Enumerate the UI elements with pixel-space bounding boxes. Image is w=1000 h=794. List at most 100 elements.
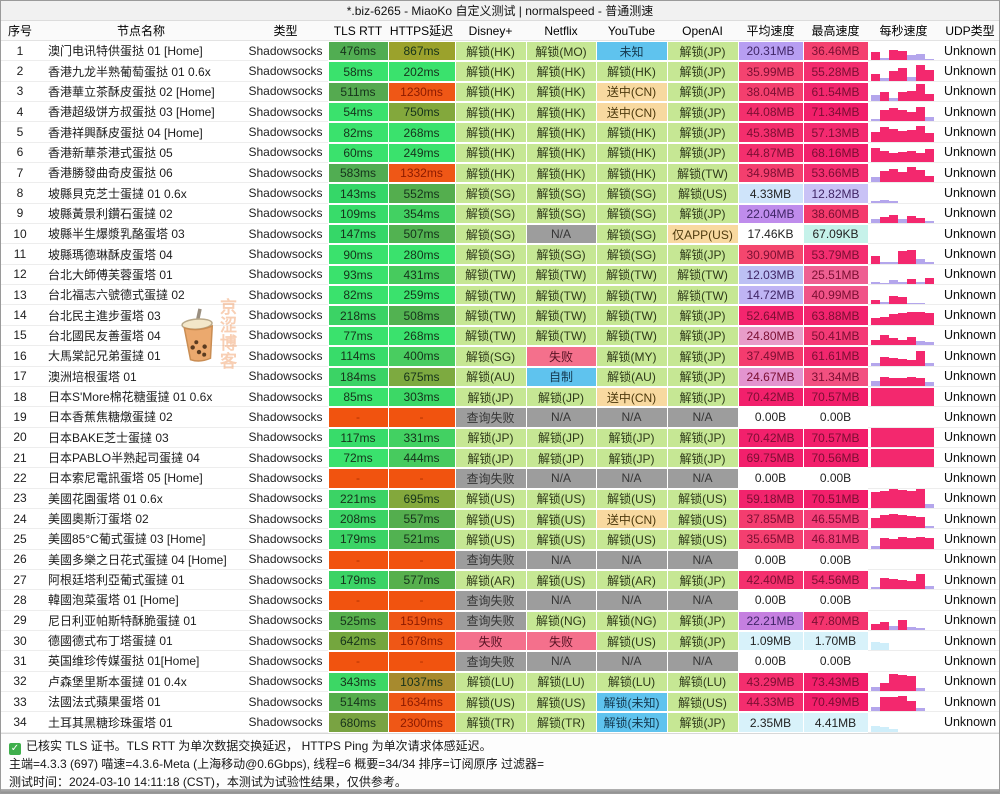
openai-status: 仅APP(US) <box>667 224 738 244</box>
openai-status: 解锁(JP) <box>667 244 738 264</box>
max-speed: 70.57MB <box>803 387 868 407</box>
node-name: 澳门电讯特供蛋挞 01 [Home] <box>39 41 243 62</box>
spark-bar <box>871 518 880 529</box>
netflix-status: 解锁(TW) <box>526 285 596 305</box>
netflix-status: 解锁(US) <box>526 692 596 712</box>
max-speed: 31.34MB <box>803 367 868 387</box>
netflix-status-value: N/A <box>526 550 596 569</box>
table-row: 15 台北國民友善蛋塔 04 Shadowsocks 77ms 268ms 解锁(TW) 解… <box>1 326 999 347</box>
disney-status: 解锁(US) <box>455 529 526 549</box>
spark-bar <box>871 200 880 203</box>
openai-status: 解锁(JP) <box>667 611 738 631</box>
spark-bar <box>889 201 898 203</box>
per-second-speed-sparkline <box>868 712 939 733</box>
max-speed: 61.61MB <box>803 346 868 366</box>
spark-bar <box>925 303 934 305</box>
per-second-speed-sparkline <box>868 651 939 672</box>
openai-status-value: 解锁(JP) <box>667 123 738 142</box>
udp-type: Unknown <box>939 61 999 82</box>
avg-speed: 24.67MB <box>738 367 803 387</box>
per-second-speed-sparkline <box>868 448 939 469</box>
netflix-status-value: N/A <box>526 408 596 427</box>
openai-status-value: 解锁(US) <box>667 184 738 203</box>
spark-bar <box>925 312 934 325</box>
netflix-status: 解锁(SG) <box>526 204 596 224</box>
table-row: 25 美國85°C葡式蛋撻 03 [Home] Shadowsocks 179ms 52… <box>1 529 999 550</box>
avg-speed: 45.38MB <box>738 122 803 142</box>
table-row: 28 韓國泡菜蛋塔 01 [Home] Shadowsocks - - 查询失败 N/A N/… <box>1 590 999 611</box>
avg-speed: 20.31MB <box>738 41 803 61</box>
spark-bar <box>916 259 925 264</box>
openai-status: 解锁(US) <box>667 529 738 549</box>
node-name: 德國德式布丁塔蛋撻 01 <box>39 631 243 652</box>
avg-speed-value: 0.00B <box>738 591 803 610</box>
spark-bar <box>916 340 925 346</box>
spark-bar <box>880 491 889 508</box>
tls-rtt-value: - <box>328 591 388 610</box>
youtube-status: 解锁(未知) <box>596 712 667 732</box>
udp-type: Unknown <box>939 651 999 672</box>
table-row: 33 法國法式蘋果蛋塔 01 Shadowsocks 514ms 1634ms 解锁(US… <box>1 692 999 713</box>
spark-bar <box>916 628 925 630</box>
disney-status: 解锁(HK) <box>455 163 526 183</box>
spark-bar <box>898 536 907 549</box>
per-second-speed-sparkline <box>868 102 939 123</box>
spark-bar <box>880 91 889 102</box>
spark-bar <box>907 516 916 529</box>
netflix-status-value: 失败 <box>526 631 596 651</box>
spark-bar <box>880 283 889 285</box>
node-name: 卢森堡里斯本蛋撻 01 0.4x <box>39 672 243 692</box>
udp-type: Unknown <box>939 387 999 408</box>
spark-bar <box>907 701 916 712</box>
spark-bar <box>925 585 934 590</box>
spark-bar <box>871 387 880 407</box>
node-name: 日本BAKE芝士蛋撻 03 <box>39 428 243 448</box>
netflix-status: 自制 <box>526 367 596 387</box>
netflix-status-value: 解锁(NG) <box>526 611 596 630</box>
youtube-status: 解锁(SG) <box>596 244 667 264</box>
tls-rtt: 117ms <box>328 428 388 448</box>
node-name: 日本S'More棉花糖蛋撻 01 0.6x <box>39 387 243 408</box>
disney-status: 查询失败 <box>455 468 526 488</box>
openai-status-value: N/A <box>667 469 738 488</box>
disney-status: 解锁(TR) <box>455 712 526 732</box>
tls-rtt-value: - <box>328 408 388 427</box>
node-type: Shadowsocks <box>243 692 328 713</box>
avg-speed: 35.99MB <box>738 61 803 81</box>
max-speed-value: 70.49MB <box>803 693 868 712</box>
avg-speed-value: 1.09MB <box>738 631 803 651</box>
spark-bar <box>871 318 880 325</box>
netflix-status-value: 解锁(US) <box>526 693 596 712</box>
max-speed-value: 57.13MB <box>803 123 868 142</box>
spark-bar <box>907 302 916 305</box>
https-latency-value: 259ms <box>388 286 455 305</box>
disney-status: 解锁(US) <box>455 509 526 529</box>
youtube-status: 解锁(JP) <box>596 428 667 448</box>
max-speed: 0.00B <box>803 590 868 610</box>
spark-bar <box>880 110 889 122</box>
spark-bar <box>925 175 934 183</box>
tls-rtt-value: 680ms <box>328 713 388 732</box>
udp-type: Unknown <box>939 183 999 204</box>
youtube-status: 解锁(AR) <box>596 570 667 590</box>
openai-status-value: 解锁(JP) <box>667 62 738 81</box>
youtube-status-value: 解锁(AR) <box>596 570 667 590</box>
netflix-status-value: 解锁(JP) <box>526 387 596 407</box>
spark-bar <box>898 580 907 590</box>
spark-bar <box>898 387 907 407</box>
disney-status-value: 解锁(SG) <box>455 245 526 264</box>
https-latency-value: - <box>388 408 455 427</box>
spark-bar <box>916 489 925 508</box>
max-speed: 61.54MB <box>803 82 868 102</box>
openai-status-value: 解锁(JP) <box>667 326 738 346</box>
tls-rtt-value: 143ms <box>328 184 388 203</box>
https-latency: 521ms <box>388 529 455 549</box>
spark-bar <box>916 311 925 325</box>
avg-speed-value: 34.98MB <box>738 164 803 183</box>
netflix-status-value: 解锁(HK) <box>526 164 596 183</box>
per-second-speed-sparkline <box>868 224 939 245</box>
spark-bar <box>880 448 889 468</box>
spark-bar <box>907 150 916 163</box>
max-speed: 46.55MB <box>803 509 868 529</box>
spark-bar <box>889 50 898 61</box>
